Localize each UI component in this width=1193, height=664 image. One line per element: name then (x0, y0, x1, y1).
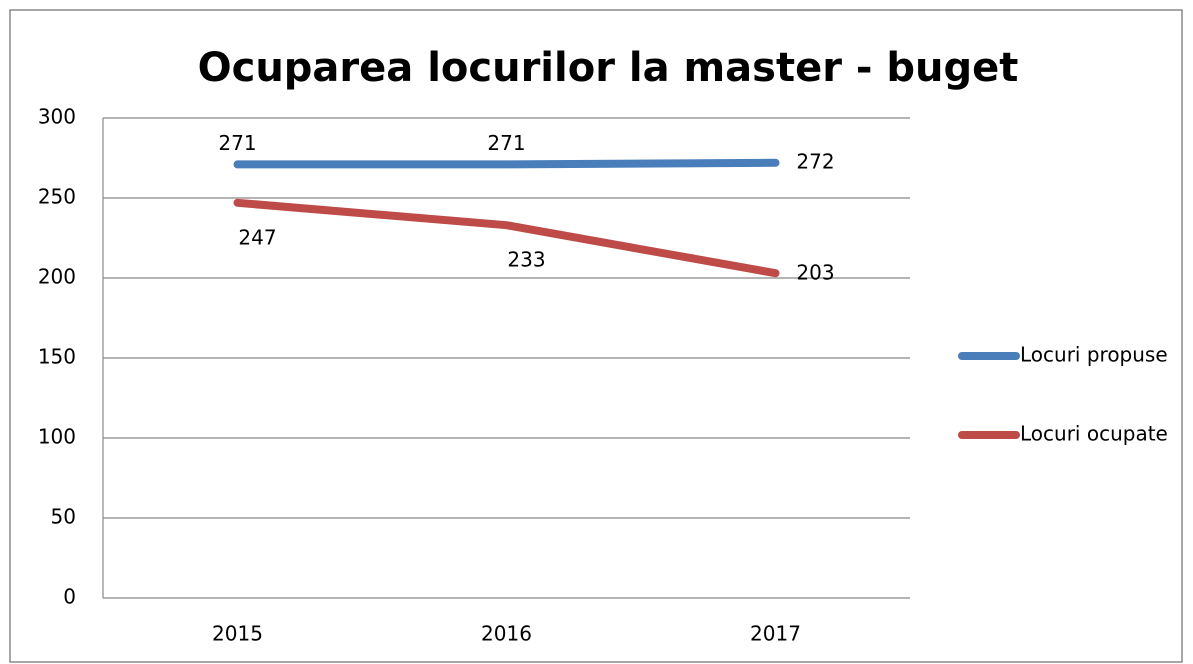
y-tick-label: 150 (38, 345, 76, 369)
x-tick-label: 2017 (750, 622, 801, 646)
legend-label: Locuri propuse (1020, 343, 1168, 367)
data-label: 247 (238, 225, 276, 249)
y-tick-label: 50 (51, 505, 76, 529)
data-label: 233 (507, 248, 545, 272)
data-label: 271 (218, 131, 256, 155)
y-tick-label: 0 (63, 585, 76, 609)
chart-title: Ocuparea locurilor la master - buget (198, 45, 1019, 91)
data-label: 272 (796, 149, 834, 173)
y-tick-label: 200 (38, 265, 76, 289)
series-line (233, 198, 780, 278)
data-label: 271 (487, 131, 525, 155)
chart-border (9, 9, 1183, 663)
series-line (233, 158, 780, 169)
x-tick-label: 2016 (481, 622, 532, 646)
y-tick-label: 250 (38, 185, 76, 209)
x-tick-label: 2015 (212, 622, 263, 646)
y-tick-label: 100 (38, 425, 76, 449)
legend-label: Locuri ocupate (1020, 422, 1168, 446)
y-tick-label: 300 (38, 105, 76, 129)
data-label: 203 (796, 261, 834, 285)
